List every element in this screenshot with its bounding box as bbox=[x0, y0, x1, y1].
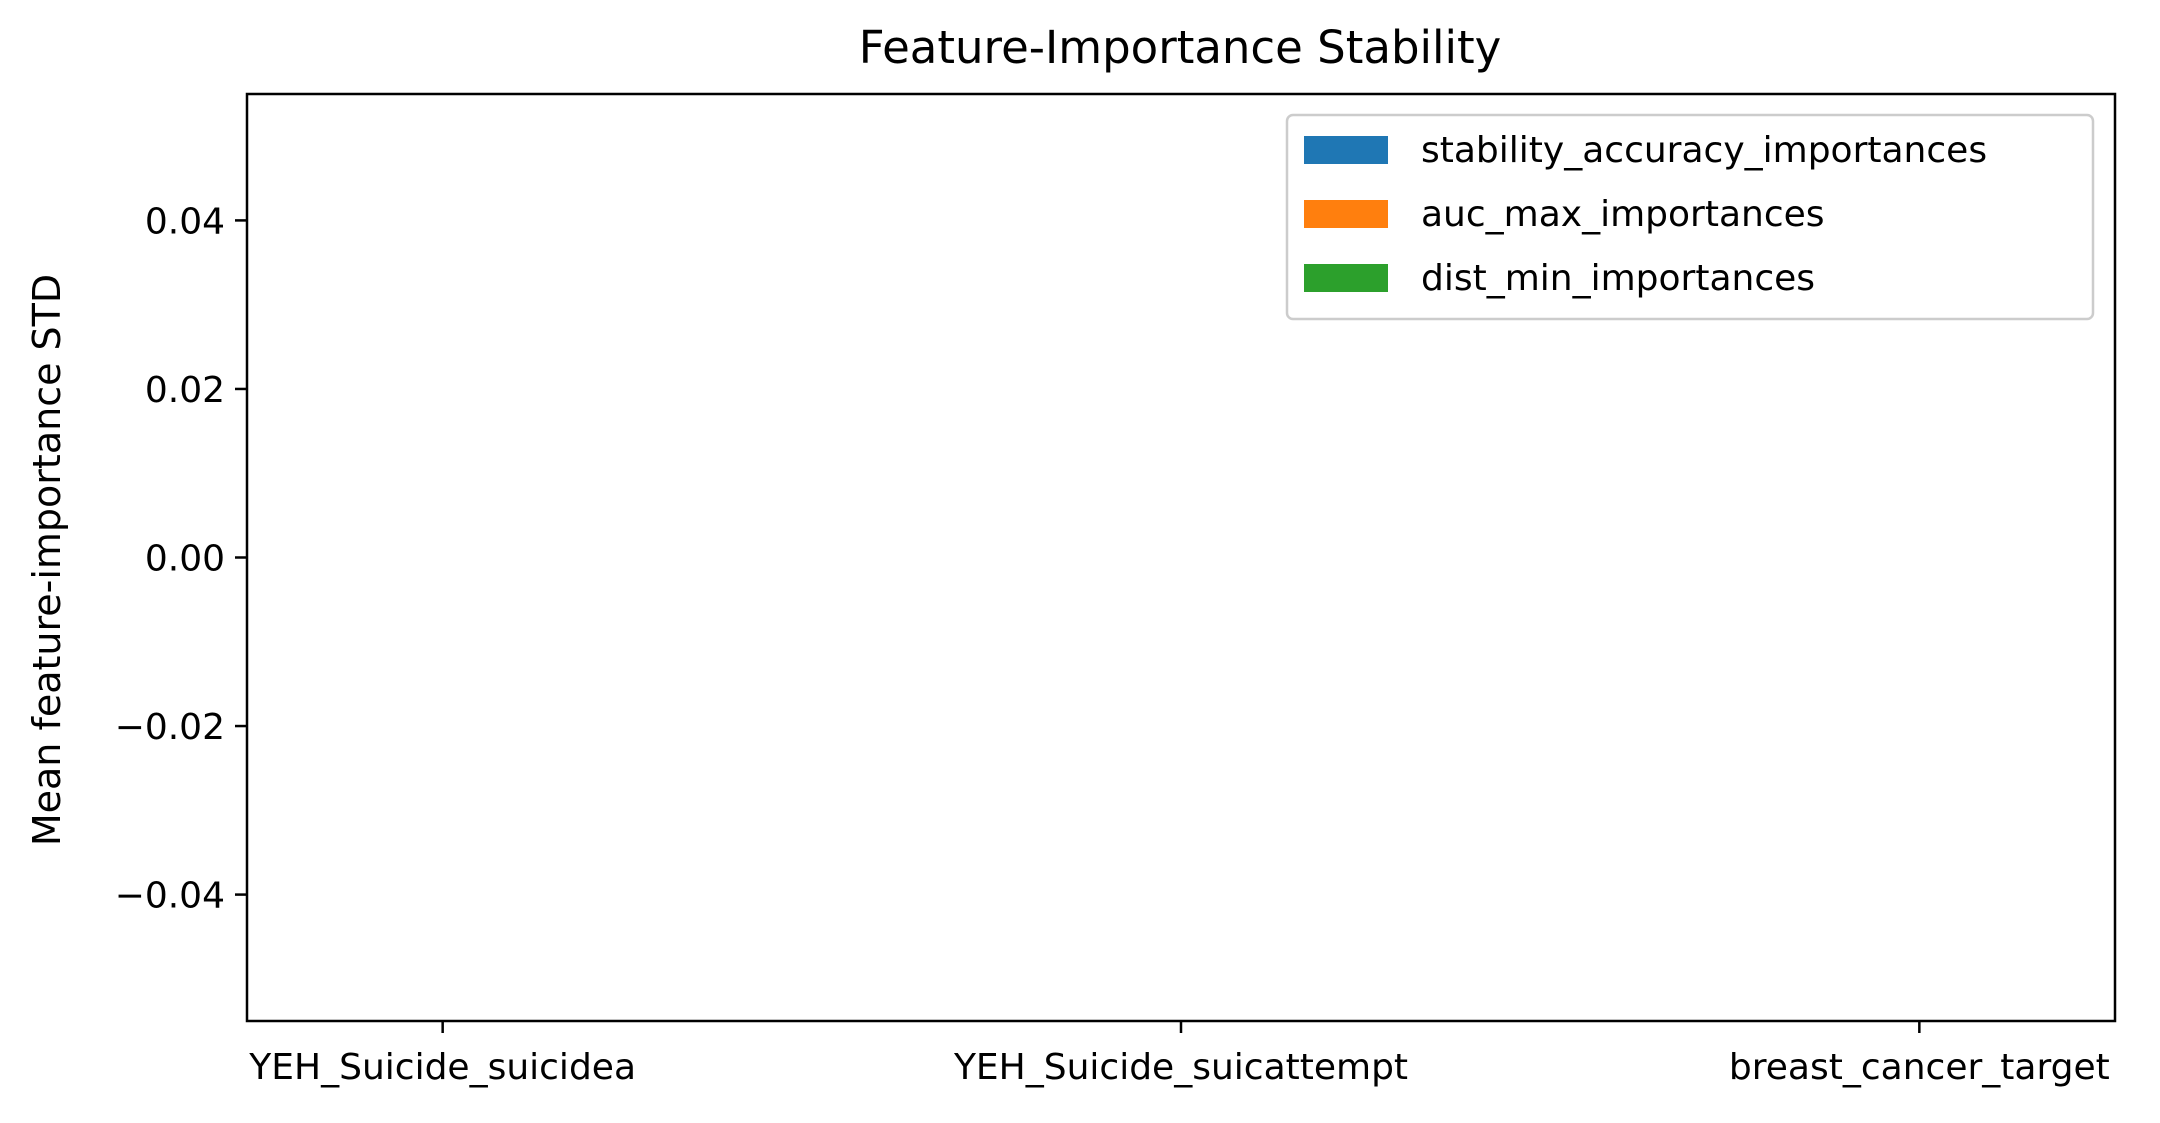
x-tick-label-breast-cancer-target: breast_cancer_target bbox=[1729, 1047, 2110, 1088]
chart-title: Feature-Importance Stability bbox=[859, 21, 1502, 74]
x-tick-label-yeh-suicide-suicattempt: YEH_Suicide_suicattempt bbox=[953, 1047, 1408, 1088]
y-tick-label: 0.04 bbox=[145, 201, 225, 242]
legend-box bbox=[1285, 113, 2095, 321]
y-tick-label: −0.02 bbox=[115, 707, 225, 748]
legend-label-auc-max-importances: auc_max_importances bbox=[1421, 194, 1825, 235]
x-axis-ticks: YEH_Suicide_suicidea YEH_Suicide_suicatte… bbox=[248, 1021, 2110, 1088]
x-tick-label-yeh-suicide-suicidea: YEH_Suicide_suicidea bbox=[248, 1047, 636, 1088]
legend-label-stability-accuracy-importances: stability_accuracy_importances bbox=[1421, 130, 1987, 171]
plot-area-frame bbox=[245, 92, 2117, 1023]
y-tick-label: 0.02 bbox=[145, 370, 225, 411]
legend-label-dist-min-importances: dist_min_importances bbox=[1421, 258, 1815, 299]
legend: stability_accuracy_importances auc_max_im… bbox=[1285, 113, 2095, 321]
y-axis-label: Mean feature-importance STD bbox=[25, 274, 69, 846]
legend-swatch-auc-max-importances bbox=[1304, 200, 1388, 228]
legend-swatch-stability-accuracy-importances bbox=[1304, 136, 1388, 164]
y-tick-label: 0.00 bbox=[145, 539, 225, 580]
y-tick-label: −0.04 bbox=[115, 876, 225, 917]
legend-swatch-dist-min-importances bbox=[1304, 264, 1388, 292]
y-axis-ticks: −0.04 −0.02 0.00 0.02 0.04 bbox=[115, 201, 247, 917]
